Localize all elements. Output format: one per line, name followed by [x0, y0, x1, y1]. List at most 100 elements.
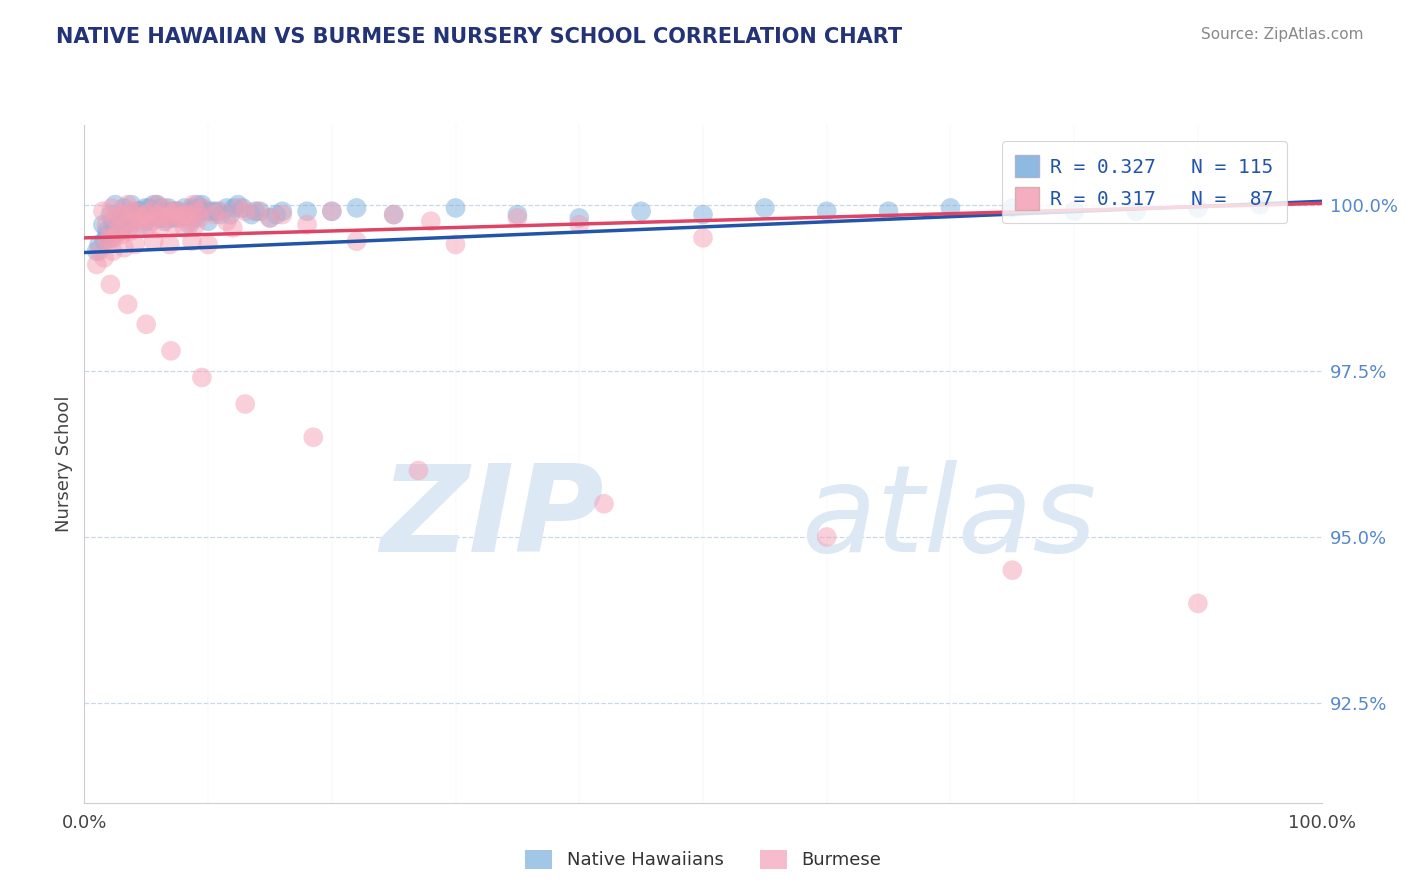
Point [111, 208, 134, 222]
Point [128, 220, 150, 235]
Point [180, 204, 202, 219]
Point [117, 297, 139, 311]
Point [117, 197, 139, 211]
Point [568, 211, 591, 225]
Point [219, 208, 242, 222]
Point [202, 204, 225, 219]
Point [259, 211, 281, 225]
Point [222, 201, 245, 215]
Point [91, 204, 114, 219]
Point [176, 208, 198, 222]
Point [408, 463, 430, 477]
Point [1001, 201, 1024, 215]
Point [101, 244, 124, 259]
Point [107, 224, 129, 238]
Point [346, 201, 368, 215]
Point [246, 204, 269, 219]
Point [138, 201, 160, 215]
Point [142, 197, 165, 211]
Point [86, 244, 108, 259]
Point [110, 211, 132, 225]
Point [97, 227, 120, 242]
Point [163, 204, 186, 219]
Point [131, 208, 153, 222]
Point [259, 211, 281, 225]
Point [176, 208, 198, 222]
Point [166, 204, 188, 219]
Point [150, 211, 173, 225]
Point [1125, 204, 1147, 219]
Point [382, 208, 405, 222]
Point [197, 237, 219, 252]
Point [228, 201, 250, 215]
Point [181, 201, 204, 215]
Point [160, 211, 183, 225]
Point [1001, 563, 1024, 577]
Point [138, 218, 160, 232]
Point [939, 201, 962, 215]
Point [444, 201, 467, 215]
Point [382, 208, 405, 222]
Point [110, 227, 132, 242]
Point [191, 370, 214, 384]
Point [96, 224, 118, 238]
Point [101, 214, 124, 228]
Point [124, 204, 146, 219]
Point [111, 218, 134, 232]
Point [215, 201, 238, 215]
Point [141, 204, 163, 219]
Point [108, 208, 131, 222]
Point [240, 208, 263, 222]
Point [630, 204, 652, 219]
Point [209, 204, 232, 219]
Point [160, 208, 183, 222]
Point [145, 197, 167, 211]
Legend: R = 0.327   N = 115, R = 0.317   N =  87: R = 0.327 N = 115, R = 0.317 N = 87 [1001, 141, 1286, 223]
Point [815, 530, 838, 544]
Point [89, 237, 111, 252]
Point [179, 214, 201, 228]
Point [346, 234, 368, 248]
Point [172, 208, 194, 222]
Point [104, 211, 127, 225]
Point [120, 204, 142, 219]
Point [114, 218, 136, 232]
Point [191, 197, 214, 211]
Point [153, 214, 176, 228]
Point [568, 218, 591, 232]
Point [166, 211, 188, 225]
Point [183, 211, 205, 225]
Point [139, 204, 162, 219]
Point [181, 197, 204, 211]
Point [118, 220, 141, 235]
Point [132, 211, 155, 225]
Point [184, 218, 207, 232]
Point [134, 201, 156, 215]
Point [135, 318, 157, 332]
Point [1187, 201, 1209, 215]
Point [100, 231, 122, 245]
Point [98, 231, 121, 245]
Point [103, 224, 125, 238]
Point [117, 208, 139, 222]
Point [100, 201, 122, 215]
Point [188, 211, 211, 225]
Point [105, 220, 128, 235]
Point [93, 251, 115, 265]
Point [146, 197, 169, 211]
Point [148, 211, 170, 225]
Point [173, 220, 195, 235]
Point [1187, 596, 1209, 610]
Point [165, 204, 187, 219]
Point [187, 204, 209, 219]
Point [150, 201, 173, 215]
Point [120, 224, 142, 238]
Point [419, 214, 441, 228]
Point [132, 218, 155, 232]
Point [112, 241, 135, 255]
Point [103, 231, 125, 245]
Point [135, 214, 157, 228]
Point [295, 204, 318, 219]
Point [321, 204, 343, 219]
Point [129, 211, 152, 225]
